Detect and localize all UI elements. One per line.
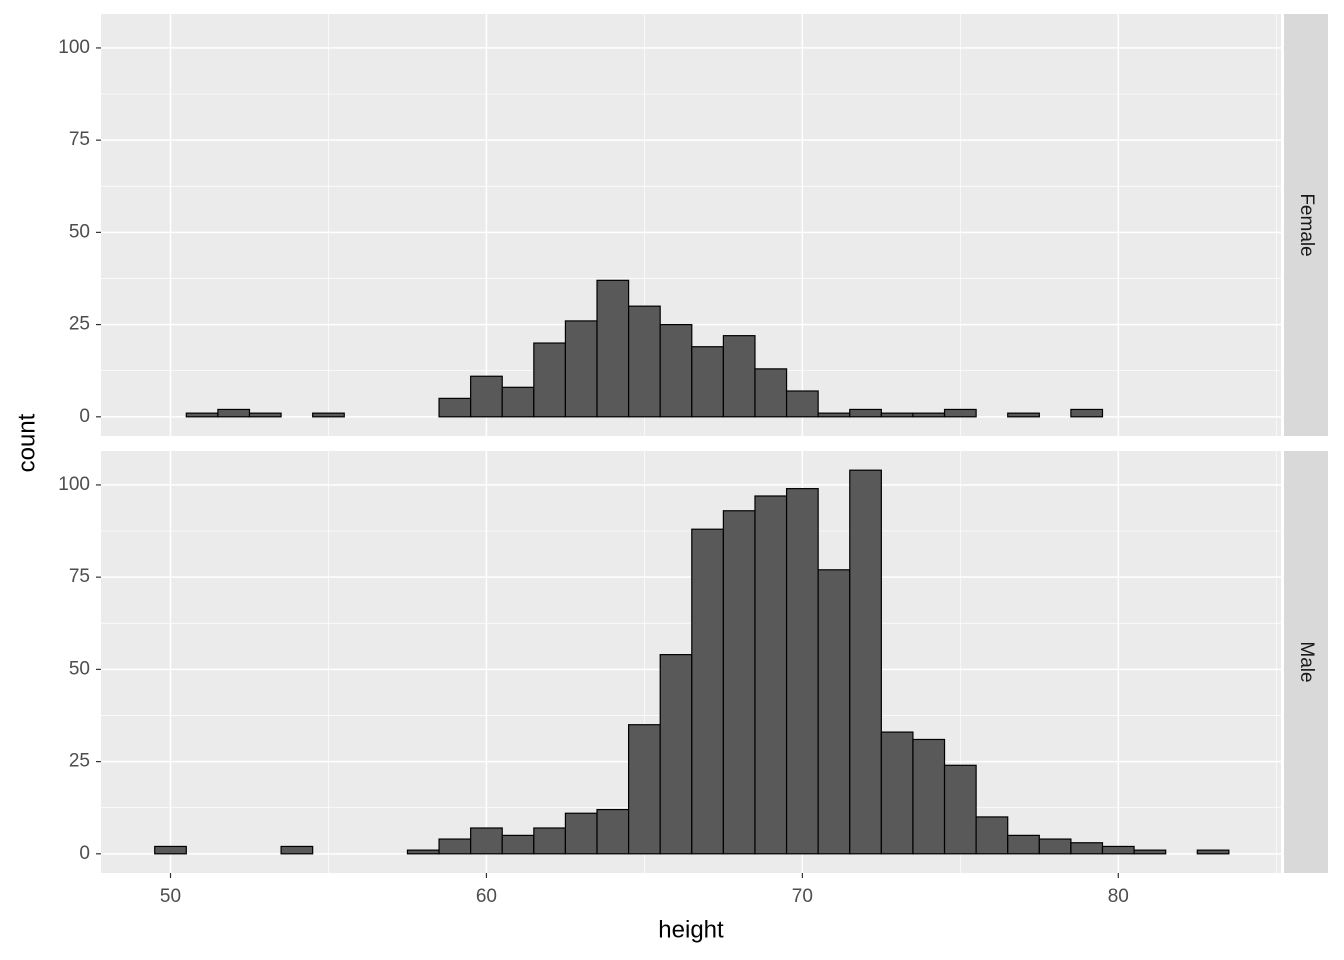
bar bbox=[438, 397, 472, 418]
y-tick-label: 50 bbox=[69, 658, 90, 679]
bar bbox=[691, 346, 724, 418]
bar bbox=[659, 654, 693, 855]
bar bbox=[406, 849, 440, 855]
bar bbox=[754, 495, 788, 855]
bar bbox=[564, 812, 598, 855]
bar bbox=[691, 528, 724, 855]
y-tick-label: 75 bbox=[69, 129, 90, 150]
bar bbox=[596, 279, 630, 418]
bar bbox=[722, 335, 756, 418]
x-tick-label: 70 bbox=[792, 886, 813, 907]
bar bbox=[849, 408, 882, 418]
y-tick-label: 100 bbox=[58, 37, 90, 58]
bar bbox=[1007, 834, 1040, 855]
strip-background bbox=[1284, 14, 1328, 436]
bar bbox=[1007, 412, 1040, 418]
y-axis-title: count bbox=[13, 413, 40, 472]
y-tick-label: 75 bbox=[69, 566, 90, 587]
x-tick-label: 80 bbox=[1108, 886, 1129, 907]
bar bbox=[880, 412, 914, 418]
bar bbox=[533, 342, 567, 418]
x-tick-label: 50 bbox=[160, 886, 181, 907]
y-tick-label: 25 bbox=[69, 314, 90, 335]
bar bbox=[817, 412, 851, 418]
x-tick-label: 60 bbox=[476, 886, 497, 907]
bar bbox=[280, 845, 314, 855]
y-tick-label: 50 bbox=[69, 221, 90, 242]
bar bbox=[1101, 845, 1135, 855]
y-tick-label: 25 bbox=[69, 751, 90, 772]
y-tick-label: 100 bbox=[58, 474, 90, 495]
bar bbox=[438, 838, 472, 855]
bar bbox=[912, 738, 946, 855]
bar bbox=[596, 808, 630, 855]
bar bbox=[217, 408, 251, 418]
strip-label: Female bbox=[1296, 193, 1317, 256]
bar bbox=[1133, 849, 1167, 855]
bar bbox=[564, 320, 598, 418]
bar bbox=[1038, 838, 1072, 855]
bar bbox=[754, 368, 788, 418]
strip-label: Male bbox=[1296, 641, 1317, 682]
bar bbox=[785, 390, 819, 418]
bar bbox=[1070, 842, 1104, 855]
bar bbox=[912, 412, 946, 418]
bar bbox=[722, 510, 756, 855]
bar bbox=[1070, 408, 1104, 418]
bar bbox=[501, 834, 535, 855]
bar bbox=[1196, 849, 1230, 855]
bar bbox=[943, 764, 977, 855]
bar bbox=[880, 731, 914, 855]
bar bbox=[628, 305, 661, 418]
y-tick-label: 0 bbox=[79, 406, 90, 427]
bar bbox=[817, 569, 851, 855]
bar bbox=[501, 386, 535, 418]
strip-background bbox=[1284, 451, 1328, 873]
bar bbox=[785, 488, 819, 855]
bar bbox=[248, 412, 282, 418]
bar bbox=[185, 412, 219, 418]
bar bbox=[312, 412, 345, 418]
bar bbox=[470, 827, 503, 855]
bar bbox=[943, 408, 977, 418]
x-axis-title: height bbox=[658, 916, 724, 943]
bar bbox=[154, 845, 187, 855]
bar bbox=[628, 724, 661, 855]
bar bbox=[470, 375, 503, 418]
bar bbox=[849, 469, 882, 855]
bar bbox=[533, 827, 567, 855]
bar bbox=[975, 816, 1009, 855]
bar bbox=[659, 323, 693, 418]
y-tick-label: 0 bbox=[79, 843, 90, 864]
